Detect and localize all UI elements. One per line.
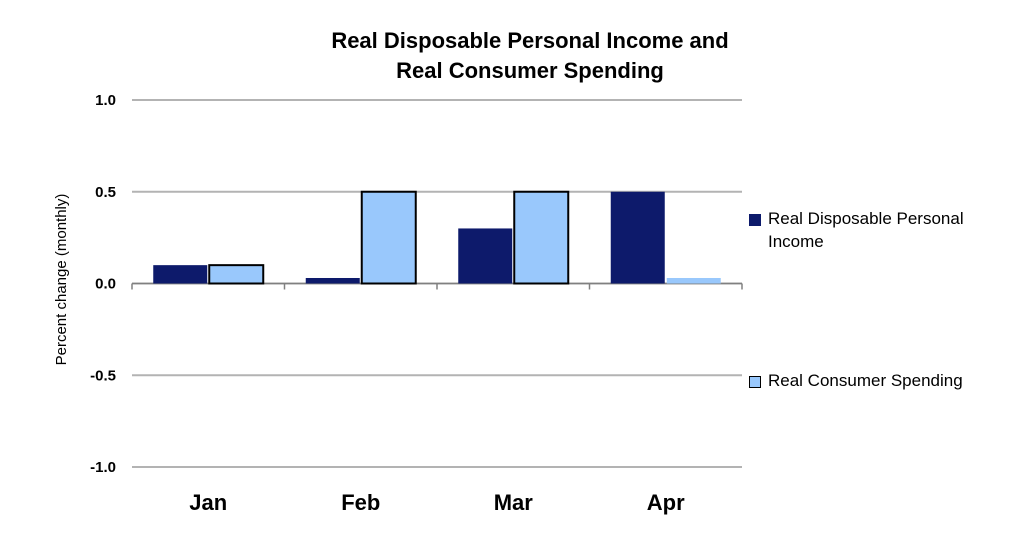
y-tick-label: 0.0 bbox=[95, 276, 116, 293]
bar-income bbox=[458, 228, 513, 284]
y-tick-label: -0.5 bbox=[90, 367, 116, 384]
bar-spending bbox=[666, 277, 721, 284]
legend-label-income: Real Disposable Personal Income bbox=[768, 209, 964, 251]
legend-swatch-spending bbox=[749, 376, 761, 388]
bar-income bbox=[610, 191, 665, 284]
x-tick-label: Apr bbox=[647, 490, 685, 515]
x-tick-label: Mar bbox=[494, 490, 534, 515]
bar-spending bbox=[513, 190, 570, 285]
chart-title: Real Disposable Personal Income and Real… bbox=[230, 26, 830, 86]
y-axis-label: Percent change (monthly) bbox=[53, 194, 70, 366]
bar-income bbox=[153, 265, 208, 284]
x-tick-label: Feb bbox=[341, 490, 380, 515]
y-tick-label: 0.5 bbox=[95, 184, 116, 201]
chart-title-line-2: Real Consumer Spending bbox=[396, 58, 664, 83]
y-tick-label: -1.0 bbox=[90, 459, 116, 476]
y-tick-label: 1.0 bbox=[95, 92, 116, 109]
x-tick-label: Jan bbox=[189, 490, 227, 515]
bar-spending bbox=[208, 264, 265, 285]
legend-label-spending: Real Consumer Spending bbox=[768, 371, 963, 390]
bar-income bbox=[305, 277, 360, 284]
chart-title-line-1: Real Disposable Personal Income and bbox=[331, 28, 729, 53]
chart-legend: Real Disposable Personal Income Real Con… bbox=[749, 0, 1017, 536]
legend-swatch-income bbox=[749, 214, 761, 226]
bar-spending bbox=[360, 190, 417, 285]
